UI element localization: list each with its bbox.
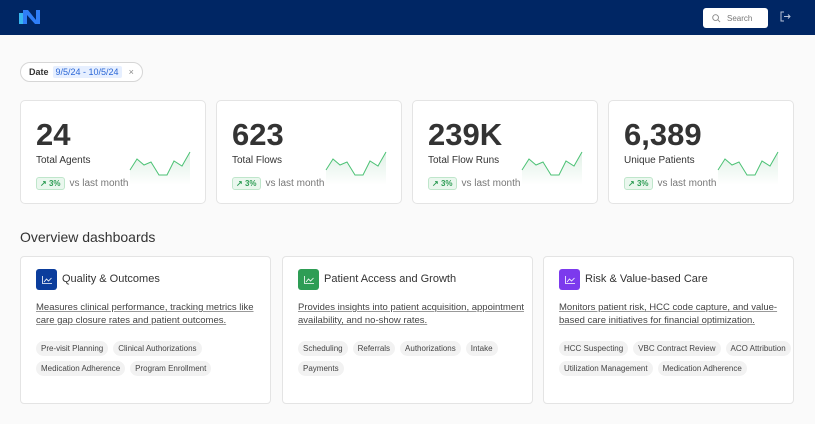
tag[interactable]: Payments	[298, 361, 344, 376]
tag[interactable]: ACO Attribution	[725, 341, 791, 356]
dashboard-card[interactable]: Quality & Outcomes Measures clinical per…	[20, 256, 271, 404]
stat-value: 24	[36, 117, 71, 152]
stat-label: Unique Patients	[624, 155, 695, 166]
tag[interactable]: HCC Suspecting	[559, 341, 629, 356]
stat-value: 6,389	[624, 117, 702, 152]
section-title: Overview dashboards	[20, 229, 156, 245]
stat-value: 239K	[428, 117, 503, 152]
filter-label: Date	[29, 67, 49, 77]
tag[interactable]: VBC Contract Review	[633, 341, 721, 356]
dashboard-description: Provides insights into patient acquisiti…	[298, 302, 525, 326]
change-badge: ↗ 3%	[428, 177, 457, 190]
tag[interactable]: Program Enrollment	[130, 361, 212, 376]
stat-label: Total Flows	[232, 155, 283, 166]
stat-label: Total Flow Runs	[428, 155, 500, 166]
chart-icon	[298, 269, 319, 290]
sparkline	[325, 151, 387, 185]
compare-text: vs last month	[657, 178, 717, 189]
stat-trend: ↗ 3% vs last month	[624, 177, 716, 190]
chart-icon	[36, 269, 57, 290]
sparkline	[521, 151, 583, 185]
change-badge: ↗ 3%	[624, 177, 653, 190]
change-badge: ↗ 3%	[36, 177, 65, 190]
chart-icon	[559, 269, 580, 290]
tag[interactable]: Pre-visit Planning	[36, 341, 109, 356]
tag[interactable]: Medication Adherence	[657, 361, 747, 376]
dashboard-description: Measures clinical performance, tracking …	[36, 302, 254, 326]
tag[interactable]: Medication Adherence	[36, 361, 126, 376]
stat-trend: ↗ 3% vs last month	[428, 177, 520, 190]
dashboard-title[interactable]: Quality & Outcomes	[62, 273, 160, 285]
sparkline	[129, 151, 191, 185]
top-nav: Search	[0, 0, 815, 35]
tag[interactable]: Referrals	[352, 341, 396, 356]
filter-value: 9/5/24 - 10/5/24	[52, 66, 122, 78]
search-placeholder: Search	[727, 13, 753, 23]
stat-card[interactable]: 24 Total Agents ↗ 3% vs last month	[20, 100, 206, 204]
tag[interactable]: Clinical Authorizations	[113, 341, 202, 356]
tag[interactable]: Authorizations	[400, 341, 461, 356]
close-icon[interactable]: ×	[128, 67, 134, 77]
stat-trend: ↗ 3% vs last month	[36, 177, 128, 190]
search-input[interactable]: Search	[703, 8, 768, 28]
stat-card[interactable]: 6,389 Unique Patients ↗ 3% vs last month	[608, 100, 794, 204]
logout-icon[interactable]	[780, 11, 791, 22]
logo[interactable]	[19, 10, 41, 24]
compare-text: vs last month	[265, 178, 325, 189]
date-filter-chip[interactable]: Date 9/5/24 - 10/5/24 ×	[20, 62, 143, 82]
tag[interactable]: Utilization Management	[559, 361, 653, 376]
tag[interactable]: Intake	[465, 341, 498, 356]
stat-label: Total Agents	[36, 155, 91, 166]
compare-text: vs last month	[461, 178, 521, 189]
dashboard-card[interactable]: Risk & Value-based Care Monitors patient…	[543, 256, 794, 404]
search-icon	[712, 13, 721, 22]
change-badge: ↗ 3%	[232, 177, 261, 190]
dashboard-description: Monitors patient risk, HCC code capture,…	[559, 302, 778, 326]
sparkline	[717, 151, 779, 185]
dashboard-title[interactable]: Patient Access and Growth	[324, 273, 457, 285]
compare-text: vs last month	[69, 178, 129, 189]
stat-value: 623	[232, 117, 284, 152]
stat-card[interactable]: 239K Total Flow Runs ↗ 3% vs last month	[412, 100, 598, 204]
dashboard-card[interactable]: Patient Access and Growth Provides insig…	[282, 256, 533, 404]
dashboard-title[interactable]: Risk & Value-based Care	[585, 273, 708, 285]
tag[interactable]: Scheduling	[298, 341, 348, 356]
stat-trend: ↗ 3% vs last month	[232, 177, 324, 190]
stat-card[interactable]: 623 Total Flows ↗ 3% vs last month	[216, 100, 402, 204]
